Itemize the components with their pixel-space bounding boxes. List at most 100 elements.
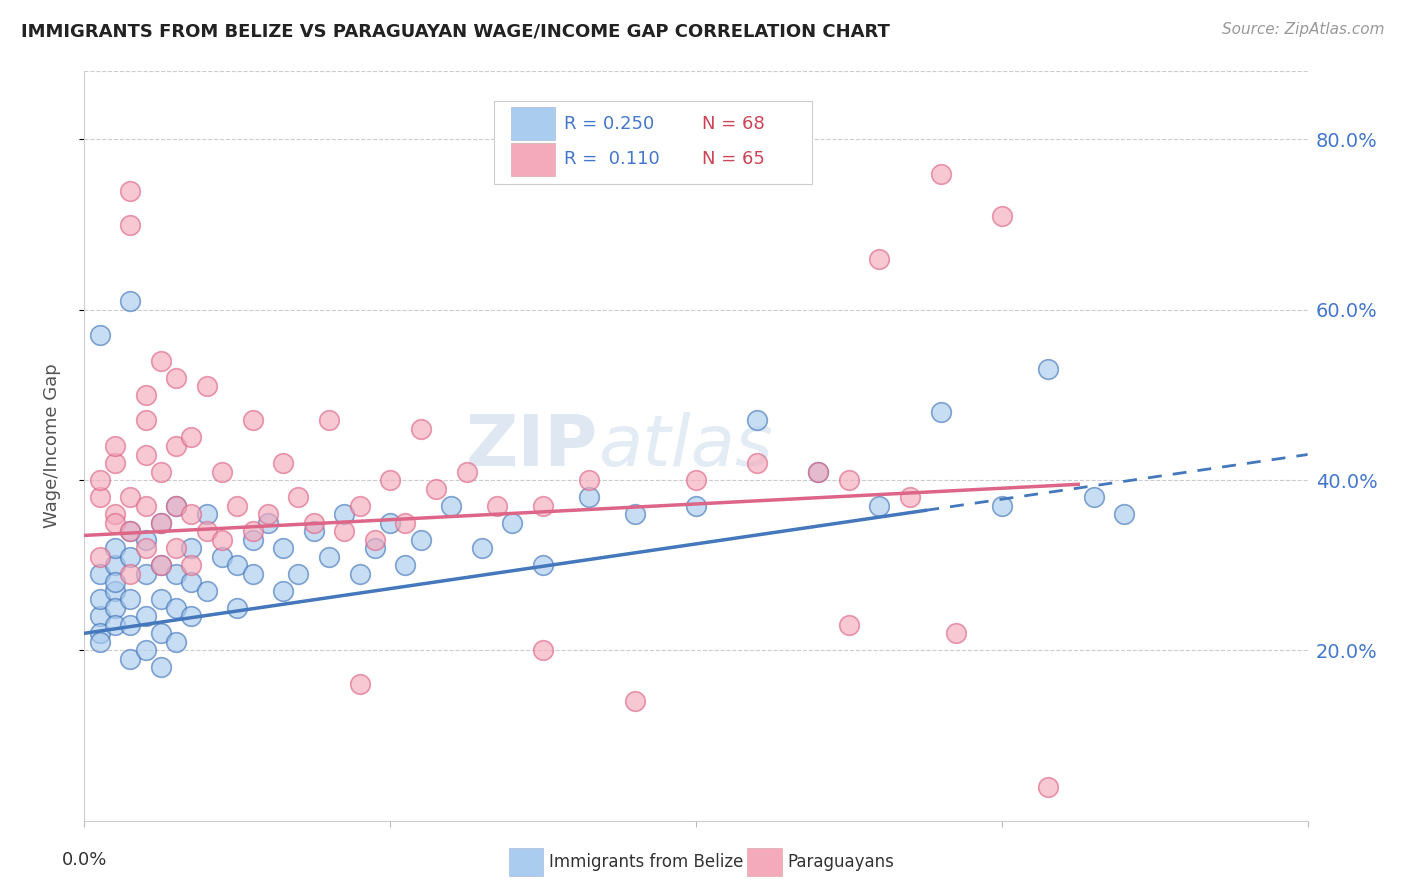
Point xyxy=(195,507,218,521)
Point xyxy=(149,516,172,530)
Point xyxy=(531,558,554,573)
Point xyxy=(394,516,416,530)
Point xyxy=(149,626,172,640)
Point xyxy=(165,566,187,581)
Text: 0.0%: 0.0% xyxy=(62,851,107,869)
Point xyxy=(135,388,157,402)
Point xyxy=(380,473,402,487)
Point xyxy=(502,516,524,530)
Point xyxy=(195,524,218,538)
Point xyxy=(149,558,172,573)
Point xyxy=(333,507,356,521)
Point xyxy=(226,499,249,513)
Text: Immigrants from Belize: Immigrants from Belize xyxy=(550,853,744,871)
Point xyxy=(104,516,127,530)
Point xyxy=(869,499,891,513)
Point xyxy=(531,499,554,513)
Point xyxy=(929,405,952,419)
Point xyxy=(165,439,187,453)
Point xyxy=(135,541,157,556)
FancyBboxPatch shape xyxy=(512,107,555,140)
Point xyxy=(195,583,218,598)
Point xyxy=(180,609,202,624)
Point xyxy=(104,507,127,521)
Point xyxy=(211,533,233,547)
Point xyxy=(104,558,127,573)
Point xyxy=(364,541,387,556)
FancyBboxPatch shape xyxy=(509,847,543,876)
Point xyxy=(89,490,111,504)
Point xyxy=(120,617,142,632)
Point xyxy=(486,499,509,513)
Point xyxy=(211,549,233,564)
Point xyxy=(242,533,264,547)
Text: N = 65: N = 65 xyxy=(702,150,765,168)
FancyBboxPatch shape xyxy=(748,847,782,876)
Point xyxy=(104,617,127,632)
Point xyxy=(120,524,142,538)
Point xyxy=(89,626,111,640)
Point xyxy=(685,473,707,487)
Point xyxy=(838,617,860,632)
Point xyxy=(135,566,157,581)
Point xyxy=(104,575,127,590)
Point xyxy=(302,516,325,530)
Point xyxy=(242,524,264,538)
Text: N = 68: N = 68 xyxy=(702,115,765,133)
FancyBboxPatch shape xyxy=(494,102,813,184)
Point xyxy=(271,541,294,556)
Point xyxy=(991,209,1014,223)
Point xyxy=(898,490,921,504)
Point xyxy=(165,635,187,649)
Point xyxy=(531,643,554,657)
Point xyxy=(135,643,157,657)
Point xyxy=(104,583,127,598)
Point xyxy=(578,490,600,504)
Point xyxy=(364,533,387,547)
Text: ZIP: ZIP xyxy=(465,411,598,481)
Point xyxy=(380,516,402,530)
Point xyxy=(747,456,769,470)
Point xyxy=(165,541,187,556)
Point xyxy=(104,600,127,615)
Text: IMMIGRANTS FROM BELIZE VS PARAGUAYAN WAGE/INCOME GAP CORRELATION CHART: IMMIGRANTS FROM BELIZE VS PARAGUAYAN WAG… xyxy=(21,22,890,40)
Point xyxy=(149,465,172,479)
Point xyxy=(425,482,447,496)
Point xyxy=(180,541,202,556)
Point xyxy=(89,592,111,607)
Point xyxy=(1114,507,1136,521)
Text: Paraguayans: Paraguayans xyxy=(787,853,894,871)
Point xyxy=(120,592,142,607)
Point xyxy=(624,507,647,521)
Point xyxy=(394,558,416,573)
Point xyxy=(578,473,600,487)
Point xyxy=(120,294,142,309)
Y-axis label: Wage/Income Gap: Wage/Income Gap xyxy=(42,364,60,528)
Point xyxy=(149,660,172,674)
Point xyxy=(120,490,142,504)
Point xyxy=(302,524,325,538)
Point xyxy=(349,677,371,691)
Point xyxy=(89,635,111,649)
Point xyxy=(211,465,233,479)
FancyBboxPatch shape xyxy=(512,143,555,176)
Text: atlas: atlas xyxy=(598,411,773,481)
Point xyxy=(624,694,647,708)
Point xyxy=(89,609,111,624)
Point xyxy=(195,379,218,393)
Point xyxy=(271,583,294,598)
Point xyxy=(807,465,830,479)
Point xyxy=(242,566,264,581)
Text: R =  0.110: R = 0.110 xyxy=(564,150,659,168)
Text: Source: ZipAtlas.com: Source: ZipAtlas.com xyxy=(1222,22,1385,37)
Point xyxy=(89,473,111,487)
Point xyxy=(149,516,172,530)
Point xyxy=(135,609,157,624)
Point xyxy=(257,516,280,530)
Point xyxy=(104,541,127,556)
Point xyxy=(165,371,187,385)
Point xyxy=(869,252,891,266)
Point xyxy=(135,499,157,513)
Point xyxy=(807,465,830,479)
Point xyxy=(226,558,249,573)
